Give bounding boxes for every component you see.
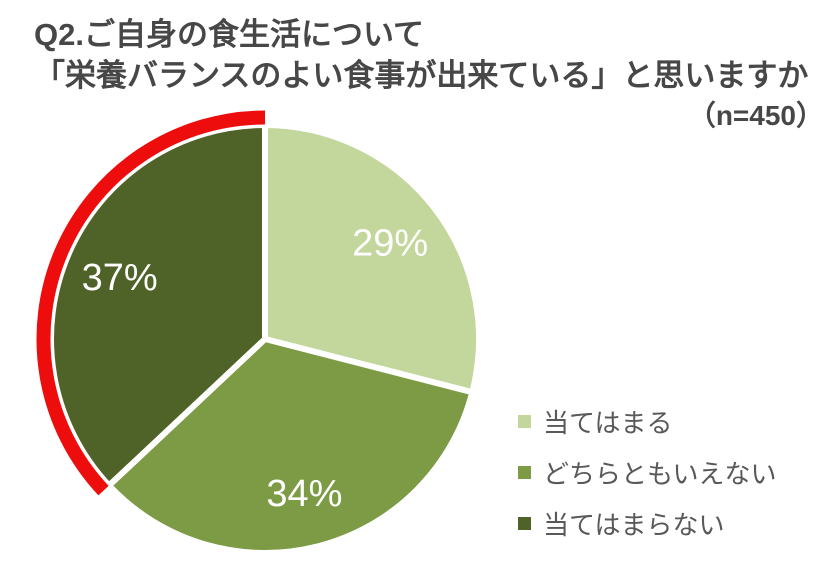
legend-label: 当てはまる xyxy=(543,407,673,438)
sample-size-label: （n=450） xyxy=(687,100,824,131)
chart-title-line1: Q2.ご自身の食生活について xyxy=(34,17,425,52)
legend-label: どちらともいえない xyxy=(543,458,777,489)
chart-title: Q2.ご自身の食生活について 「栄養バランスのよい食事が出来ている」と思いますか xyxy=(34,14,824,96)
highlight-arc xyxy=(36,110,266,496)
pie-value-label-2: 37% xyxy=(82,257,158,299)
chart-title-line2: 「栄養バランスのよい食事が出来ている」と思いますか xyxy=(34,58,809,93)
pie-value-label-1: 34% xyxy=(266,473,342,515)
pie-value-label-0: 29% xyxy=(352,223,428,265)
legend-item-dochiratomo: どちらともいえない xyxy=(518,455,776,489)
legend-swatch-light-green xyxy=(518,414,531,428)
legend-label: 当てはまらない xyxy=(543,509,725,540)
legend-swatch-dark-green xyxy=(518,516,531,530)
legend-swatch-medium-green xyxy=(518,465,531,479)
pie-slice-1 xyxy=(106,336,476,556)
pie-slice-0 xyxy=(262,122,482,396)
legend: 当てはまる どちらともいえない 当てはまらない xyxy=(518,404,776,557)
legend-item-atehamaranai: 当てはまらない xyxy=(518,506,776,540)
pie-slice-2 xyxy=(48,122,268,489)
legend-item-atehamaru: 当てはまる xyxy=(518,404,776,438)
